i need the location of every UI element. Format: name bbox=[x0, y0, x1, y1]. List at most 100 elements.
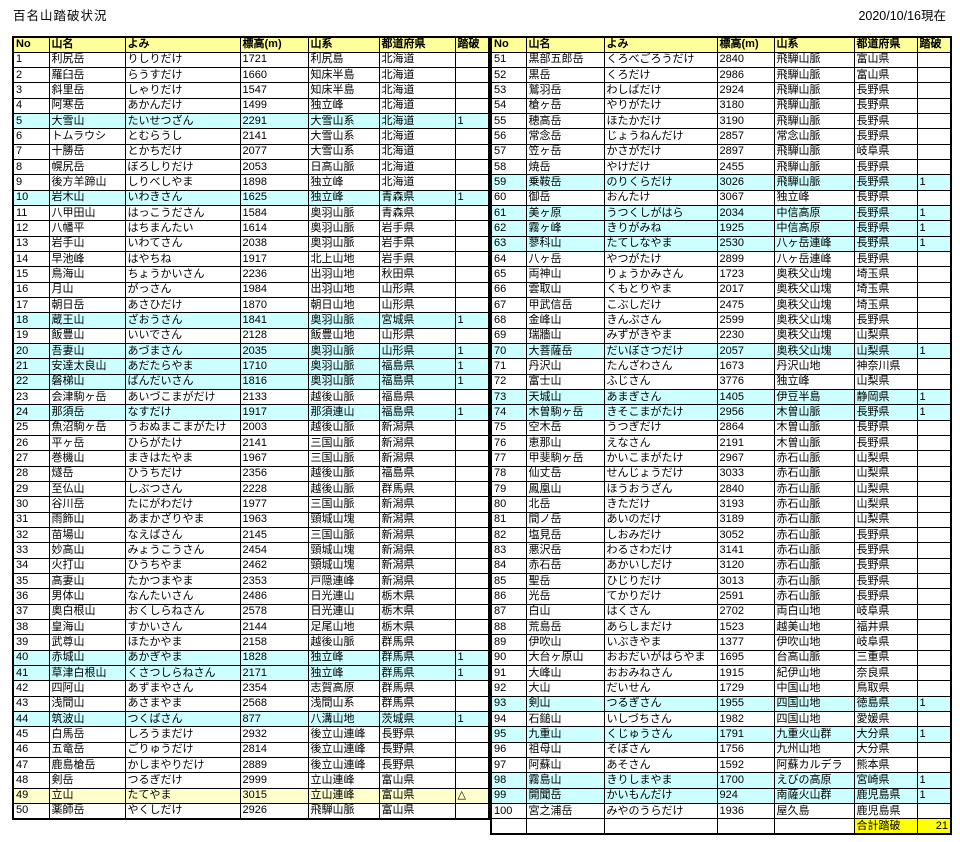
cell-name: 鳥海山 bbox=[48, 266, 126, 283]
cell-name: 大台ヶ原山 bbox=[525, 649, 605, 666]
cell-elevation: 877 bbox=[239, 710, 309, 728]
table-row-30: 30 谷川岳 たにがわだけ 1977 三国山脈 新潟県 bbox=[12, 496, 490, 513]
cell-elevation: 2702 bbox=[716, 603, 775, 620]
cell-name: 巻機山 bbox=[48, 450, 126, 467]
cell-name: 那須岳 bbox=[48, 404, 126, 421]
cell-prefecture: 神奈川県 bbox=[853, 358, 918, 375]
cell-range: 飛騨山脈 bbox=[773, 82, 855, 99]
cell-no: 20 bbox=[12, 343, 50, 360]
cell-status bbox=[454, 772, 490, 789]
cell-elevation: 1405 bbox=[716, 389, 775, 406]
cell-prefecture: 北海道 bbox=[378, 67, 456, 84]
cell-elevation: 2038 bbox=[239, 235, 309, 253]
cell-name: 空木岳 bbox=[525, 419, 605, 437]
cell-status bbox=[454, 51, 490, 69]
cell-yomi: かいもんだけ bbox=[603, 787, 718, 804]
cell-prefecture: 徳島県 bbox=[853, 695, 918, 712]
cell-yomi: えなさん bbox=[603, 435, 718, 452]
cell-prefecture: 埼玉県 bbox=[853, 297, 918, 314]
cell-prefecture: 鳥取県 bbox=[853, 680, 918, 697]
cell-name: 高妻山 bbox=[48, 572, 126, 590]
table-row-100: 100 宮之浦岳 みやのうらだけ 1936 屋久島 鹿児島県 bbox=[490, 802, 952, 820]
table-row-27: 27 巻機山 まきはたやま 1967 三国山脈 新潟県 bbox=[12, 450, 490, 467]
table-row-69: 69 瑞牆山 みずがきやま 2230 奥秩父山塊 山梨県 bbox=[490, 327, 952, 345]
cell-no: 14 bbox=[12, 251, 50, 268]
cell-no: 42 bbox=[12, 680, 50, 697]
col-header-name: 山名 bbox=[48, 36, 126, 53]
cell-elevation: 1614 bbox=[239, 220, 309, 237]
cell-name: 吾妻山 bbox=[48, 343, 126, 360]
cell-name: 鷲羽岳 bbox=[525, 82, 605, 99]
cell-prefecture: 福島県 bbox=[378, 404, 456, 421]
cell-range: 奥羽山脈 bbox=[307, 235, 380, 253]
cell-prefecture: 長野県 bbox=[853, 419, 918, 437]
total-empty-cell bbox=[525, 818, 605, 835]
cell-yomi: だいぼさつだけ bbox=[603, 343, 718, 360]
cell-elevation: 2889 bbox=[239, 756, 309, 774]
cell-yomi: きただけ bbox=[603, 496, 718, 513]
cell-no: 64 bbox=[490, 251, 527, 268]
cell-no: 5 bbox=[12, 113, 50, 130]
cell-no: 36 bbox=[12, 588, 50, 605]
cell-status bbox=[916, 802, 952, 820]
cell-elevation: 3052 bbox=[716, 526, 775, 544]
cell-range: 伊吹山地 bbox=[773, 634, 855, 651]
cell-prefecture: 長野県 bbox=[853, 235, 918, 253]
cell-prefecture: 福島県 bbox=[378, 389, 456, 406]
cell-elevation: 3015 bbox=[239, 787, 309, 804]
cell-name: 筑波山 bbox=[48, 710, 126, 728]
cell-name: 悪沢岳 bbox=[525, 542, 605, 559]
cell-no: 54 bbox=[490, 97, 527, 115]
cell-elevation: 1660 bbox=[239, 67, 309, 84]
cell-name: 瑞牆山 bbox=[525, 327, 605, 345]
cell-prefecture: 岩手県 bbox=[378, 220, 456, 237]
cell-status bbox=[454, 450, 490, 467]
cell-prefecture: 愛媛県 bbox=[853, 710, 918, 728]
cell-yomi: ふじさん bbox=[603, 373, 718, 391]
cell-yomi: あかぎやま bbox=[124, 649, 241, 666]
cell-status: 1 bbox=[454, 343, 490, 360]
cell-prefecture: 長野県 bbox=[853, 526, 918, 544]
cell-yomi: たんざわさん bbox=[603, 358, 718, 375]
table-row-51: 51 黒部五郎岳 くろべごろうだけ 2840 飛騨山脈 富山県 bbox=[490, 51, 952, 69]
cell-no: 38 bbox=[12, 618, 50, 636]
cell-status: 1 bbox=[916, 772, 952, 789]
cell-status: 1 bbox=[454, 649, 490, 666]
cell-status bbox=[454, 756, 490, 774]
cell-elevation: 2353 bbox=[239, 572, 309, 590]
cell-no: 91 bbox=[490, 664, 527, 682]
cell-range: 独立峰 bbox=[307, 174, 380, 191]
cell-no: 81 bbox=[490, 511, 527, 529]
cell-prefecture: 富山県 bbox=[378, 802, 456, 820]
table-row-24: 24 那須岳 なすだけ 1917 那須連山 福島県 1 bbox=[12, 404, 490, 421]
cell-prefecture: 山形県 bbox=[378, 343, 456, 360]
mountain-table-left: No 山名 よみ 標高(m) 山系 都道府県 踏破 1 利尻岳 りしりだけ 1721 利尻島 北海道 2 羅… bbox=[12, 36, 490, 820]
cell-range: 三国山脈 bbox=[307, 435, 380, 452]
cell-range: 越後山脈 bbox=[307, 481, 380, 498]
cell-yomi: じょうねんだけ bbox=[603, 128, 718, 145]
cell-name: 甲武信岳 bbox=[525, 297, 605, 314]
cell-yomi: しおみだけ bbox=[603, 526, 718, 544]
cell-elevation: 2191 bbox=[716, 435, 775, 452]
cell-name: 乗鞍岳 bbox=[525, 174, 605, 191]
cell-prefecture: 新潟県 bbox=[378, 511, 456, 529]
cell-no: 85 bbox=[490, 572, 527, 590]
total-empty-cell bbox=[490, 818, 527, 835]
cell-yomi: くじゅうさん bbox=[603, 726, 718, 743]
cell-yomi: うおぬまこまがたけ bbox=[124, 419, 241, 437]
cell-status bbox=[916, 97, 952, 115]
cell-yomi: つるぎさん bbox=[603, 695, 718, 712]
cell-status bbox=[454, 481, 490, 498]
table-row-12: 12 八幡平 はちまんたい 1614 奥羽山脈 岩手県 bbox=[12, 220, 490, 237]
cell-yomi: くさつしらねさん bbox=[124, 664, 241, 682]
cell-range: 赤石山脈 bbox=[773, 557, 855, 574]
cell-status bbox=[916, 572, 952, 590]
cell-name: 赤城山 bbox=[48, 649, 126, 666]
cell-yomi: いぶきやま bbox=[603, 634, 718, 651]
table-row-18: 18 蔵王山 ざおうさん 1841 奥羽山脈 宮城県 1 bbox=[12, 312, 490, 329]
cell-prefecture: 群馬県 bbox=[378, 695, 456, 712]
cell-name: 霧島山 bbox=[525, 772, 605, 789]
cell-range: 朝日山地 bbox=[307, 297, 380, 314]
cell-elevation: 2840 bbox=[716, 51, 775, 69]
cell-prefecture: 山梨県 bbox=[853, 343, 918, 360]
